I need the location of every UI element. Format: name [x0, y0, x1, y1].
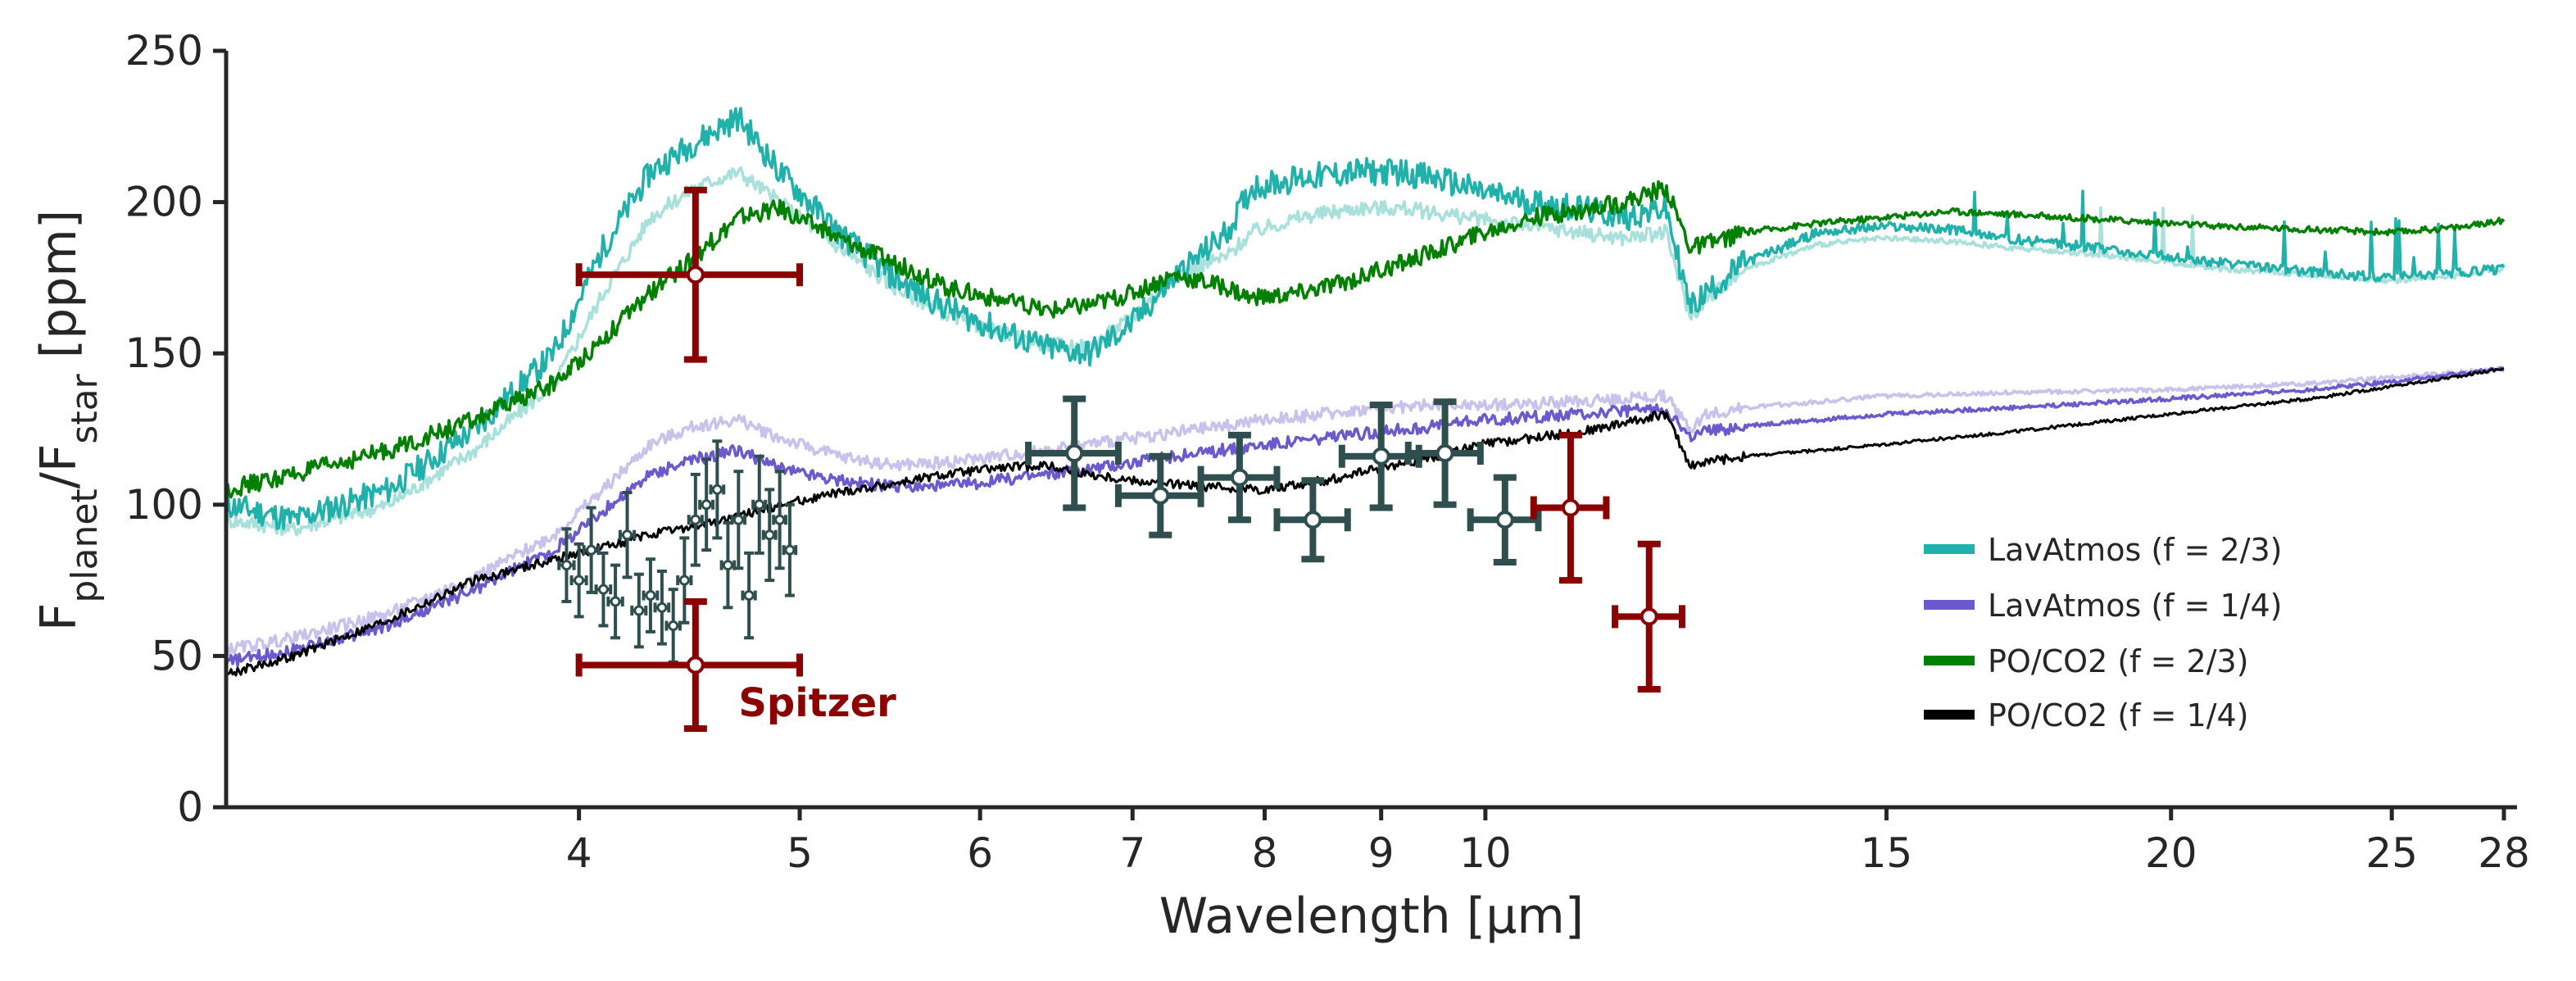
data-point: [751, 454, 768, 555]
legend: LavAtmos (f = 2/3) LavAtmos (f = 1/4) PO…: [1924, 532, 2283, 733]
data-point: [709, 439, 726, 540]
data-point: [630, 572, 648, 649]
y-tick-label: 250: [125, 27, 203, 75]
y-tick-label: 200: [125, 179, 203, 226]
data-point: [606, 563, 624, 640]
data-point: [575, 186, 804, 363]
data-point: [772, 470, 788, 570]
data-point: [1530, 431, 1610, 584]
data-point: [698, 457, 715, 552]
data-point: [1197, 431, 1281, 524]
data-point: [1404, 398, 1484, 508]
y-tick-label: 50: [151, 632, 203, 679]
data-point: [1114, 452, 1204, 538]
data-point: [575, 597, 804, 733]
series-layer: [226, 107, 2506, 679]
data-point: [1273, 477, 1351, 563]
y-tick-label: 150: [125, 329, 203, 377]
data-point: [594, 551, 613, 628]
x-tick-label: 9: [1368, 829, 1395, 877]
series-line: [226, 107, 2506, 530]
data-point: [618, 491, 637, 579]
data-point: [719, 520, 737, 610]
data-point: [569, 542, 588, 619]
data-point: [1612, 540, 1685, 693]
data-point: [664, 588, 682, 664]
data-point: [676, 536, 693, 624]
x-tick-label: 25: [2365, 829, 2418, 877]
data-point: [642, 557, 660, 634]
data-point: [730, 470, 747, 570]
legend-label-po14: PO/CO2 (f = 1/4): [1988, 697, 2249, 733]
data-point: [741, 551, 757, 640]
data-point: [761, 488, 778, 583]
data-point: [1467, 474, 1542, 565]
data-point: [687, 472, 704, 567]
x-tick-label: 8: [1252, 829, 1278, 877]
x-tick-label: 20: [2145, 829, 2197, 877]
data-point: [557, 527, 576, 603]
x-tick-label: 5: [787, 829, 813, 877]
x-tick-label: 28: [2478, 829, 2530, 877]
series-line: [226, 366, 2505, 668]
legend-label-po23: PO/CO2 (f = 2/3): [1988, 643, 2249, 679]
x-ticks: 4 5 6 7 8 9 10 15 20 25 28: [566, 807, 2530, 877]
y-ticks: 0 50 100 150 200 250: [125, 27, 226, 831]
data-point: [1025, 395, 1122, 511]
series-line: [226, 366, 2505, 656]
data-point: [653, 570, 671, 646]
x-tick-label: 15: [1861, 829, 1913, 877]
series-line: [226, 179, 2506, 499]
x-tick-label: 7: [1119, 829, 1145, 877]
spitzer-annotation: Spitzer: [738, 680, 896, 726]
points-layer: [557, 186, 1685, 733]
series-line: [226, 166, 2506, 537]
y-tick-label: 0: [177, 783, 203, 831]
legend-label-lav23: LavAtmos (f = 2/3): [1988, 532, 2283, 568]
series-line: [226, 367, 2505, 679]
x-tick-label: 10: [1459, 829, 1512, 877]
x-tick-label: 4: [566, 829, 592, 877]
data-point: [582, 506, 601, 594]
y-tick-label: 100: [125, 481, 203, 529]
x-tick-label: 6: [967, 829, 993, 877]
x-axis-title: Wavelength [μm]: [1159, 888, 1584, 945]
data-point: [782, 502, 798, 597]
legend-label-lav14: LavAtmos (f = 1/4): [1988, 588, 2283, 624]
y-axis-title: Fplanet/Fstar [ppm]: [30, 210, 106, 631]
